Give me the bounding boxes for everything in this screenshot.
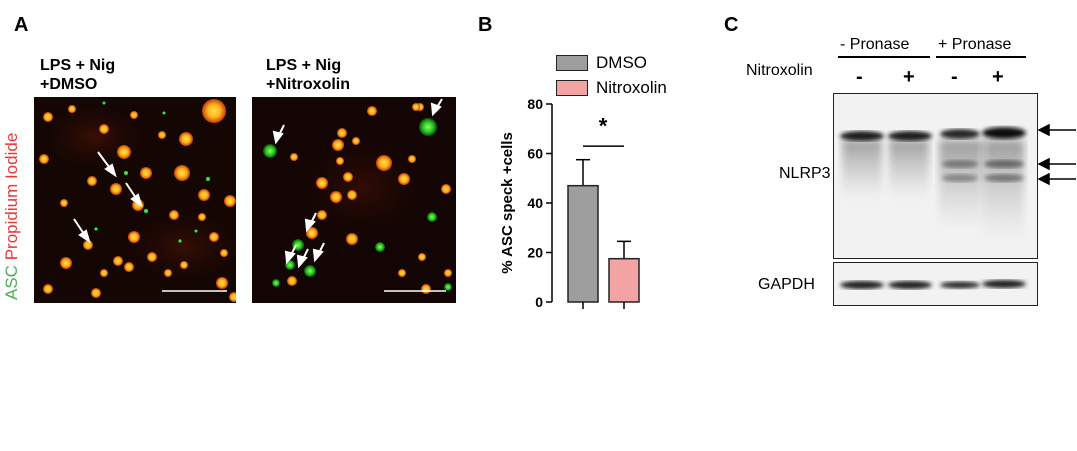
asc-label: ASC	[2, 265, 21, 300]
nitroxolin-micrograph-image	[252, 97, 456, 303]
fluorescence-side-label: ASC Propidium Iodide	[2, 100, 22, 300]
plus-pronase-bar	[936, 56, 1026, 58]
panel-a-letter: A	[14, 14, 29, 36]
gapdh-blot-image	[834, 263, 1037, 305]
gapdh-label: GAPDH	[758, 276, 815, 293]
bar-dmso	[567, 184, 599, 303]
asc-speck-bar-chart: 0 20 40 60 80 % ASC speck +cells *	[499, 96, 640, 310]
bar-nitroxolin	[608, 257, 640, 303]
legend-swatch-nitroxolin	[556, 80, 588, 96]
panel-c-letter: C	[724, 14, 739, 36]
propidium-iodide-label: Propidium Iodide	[2, 132, 21, 261]
lane-1-sign: -	[856, 66, 863, 88]
legend-label-dmso: DMSO	[596, 53, 647, 72]
nitroxolin-label-line2: +Nitroxolin	[266, 76, 351, 93]
y-tick-label-40: 40	[527, 195, 543, 211]
legend-swatch-dmso	[556, 55, 588, 71]
gapdh-blot	[833, 262, 1038, 306]
lane-2-sign: +	[903, 66, 915, 88]
y-axis-label: % ASC speck +cells	[499, 132, 516, 274]
nlrp3-blot	[833, 93, 1038, 259]
nlrp3-blot-image	[834, 94, 1037, 258]
significance-star: *	[599, 114, 608, 139]
plus-pronase-label: + Pronase	[938, 36, 1012, 53]
dmso-label-line1: LPS + Nig	[40, 57, 116, 74]
lane-3-sign: -	[951, 66, 958, 88]
y-tick-label-60: 60	[527, 146, 543, 162]
lane-4-sign: +	[992, 66, 1004, 88]
band-arrows	[1037, 123, 1076, 186]
dmso-micrograph-image	[34, 97, 236, 303]
minus-pronase-bar	[838, 56, 930, 58]
nlrp3-label: NLRP3	[779, 165, 831, 182]
nitroxolin-micrograph	[252, 97, 456, 303]
nitroxolin-label-line1: LPS + Nig	[266, 57, 342, 74]
panel-b-letter: B	[478, 14, 493, 36]
minus-pronase-label: - Pronase	[840, 36, 910, 53]
nitroxolin-image-label: LPS + Nig +Nitroxolin	[266, 56, 350, 94]
dmso-micrograph	[34, 97, 236, 303]
y-tick-label-0: 0	[535, 294, 543, 310]
y-tick-label-20: 20	[527, 245, 543, 261]
dmso-image-label: LPS + Nig +DMSO	[40, 56, 115, 94]
dmso-label-line2: +DMSO	[40, 76, 98, 93]
nitroxolin-row-label: Nitroxolin	[746, 62, 813, 79]
y-tick-label-80: 80	[527, 96, 543, 112]
legend-label-nitroxolin: Nitroxolin	[596, 78, 667, 97]
